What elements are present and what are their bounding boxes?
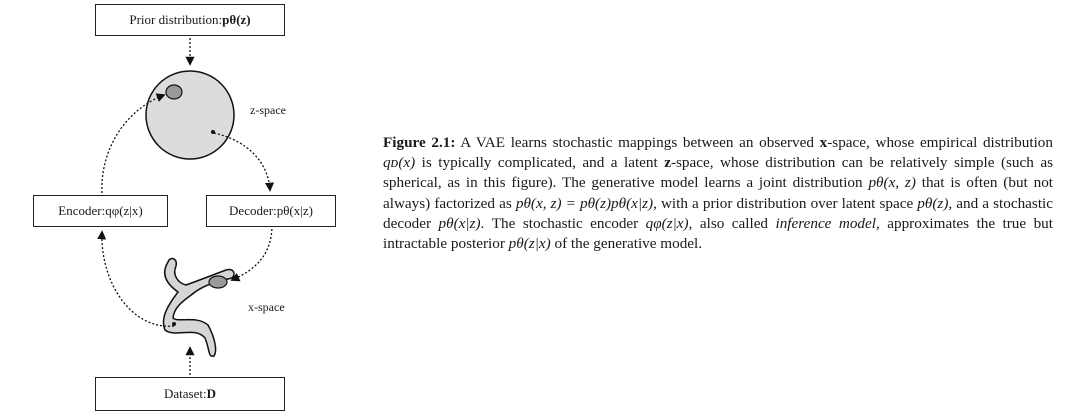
encoder-to-zspace-arrow bbox=[101, 93, 166, 194]
x-sample-point bbox=[172, 322, 176, 326]
caption-z-bold: z bbox=[664, 154, 671, 172]
caption-pzgx: pθ(z|x) bbox=[508, 235, 551, 253]
caption-s6: , with a prior distribution over latent … bbox=[653, 194, 918, 212]
caption-x-bold: x bbox=[819, 134, 828, 151]
x-likelihood-blob bbox=[208, 275, 228, 289]
figure-caption: Figure 2.1: A VAE learns stochastic mapp… bbox=[383, 133, 1053, 254]
decoder-box-math: pθ(x|z) bbox=[276, 203, 313, 218]
prior-distribution-box: Prior distribution: pθ(z) bbox=[95, 4, 285, 36]
decoder-to-xspace-arrow bbox=[230, 224, 273, 282]
caption-s3: is typically complicated, and a latent bbox=[415, 154, 665, 172]
caption-pz: pθ(z) bbox=[917, 194, 949, 212]
prior-box-label: Prior distribution: bbox=[129, 12, 223, 27]
prior-box-math: pθ(z) bbox=[222, 12, 251, 27]
caption-qzgx: qφ(z|x) bbox=[645, 214, 689, 232]
encoder-box: Encoder: qφ(z|x) bbox=[33, 195, 168, 227]
figure-label: Figure 2.1: bbox=[383, 134, 456, 151]
caption-s7: , and a stochastic decoder bbox=[383, 194, 1054, 232]
dataset-box-math: D bbox=[206, 386, 216, 401]
caption-inference-model: inference model bbox=[775, 214, 876, 232]
caption-s9: , also called bbox=[688, 214, 776, 232]
x-space-label: x-space bbox=[248, 300, 285, 314]
dataset-box-label: Dataset: bbox=[164, 386, 207, 401]
zspace-to-decoder-arrow bbox=[213, 132, 275, 192]
z-space-sphere bbox=[145, 70, 235, 160]
caption-qd: qᴅ(x) bbox=[383, 154, 416, 172]
caption-s4: -space, whose distribution can be relati… bbox=[383, 154, 1053, 192]
encoder-box-label: Encoder: bbox=[58, 203, 106, 218]
caption-factor: pθ(x, z) = pθ(z)pθ(x|z) bbox=[515, 194, 654, 212]
caption-s2: -space, whose empirical distribution bbox=[827, 134, 1053, 151]
caption-s1: A VAE learns stochastic mappings between… bbox=[455, 134, 820, 151]
z-space-label: z-space bbox=[250, 103, 286, 117]
diagram-arrows bbox=[97, 38, 275, 375]
caption-s5: that is often (but not always) factorize… bbox=[383, 174, 1054, 212]
decoder-box: Decoder: pθ(x|z) bbox=[206, 195, 336, 227]
decoder-box-label: Decoder: bbox=[229, 203, 277, 218]
xspace-to-encoder-arrow bbox=[97, 230, 175, 327]
caption-s11: of the generative model. bbox=[550, 235, 703, 253]
encoder-box-math: qφ(z|x) bbox=[105, 203, 143, 218]
caption-s8: . The stochastic encoder bbox=[480, 214, 646, 232]
z-posterior-blob bbox=[165, 84, 183, 100]
caption-s10: , approximates the true but intractable … bbox=[383, 214, 1053, 253]
caption-pxz: pθ(x, z) bbox=[868, 174, 916, 192]
caption-pxgz: pθ(x|z) bbox=[438, 214, 481, 232]
x-space-distribution bbox=[162, 257, 235, 358]
dataset-box: Dataset: D bbox=[95, 377, 285, 411]
vae-diagram: Prior distribution: pθ(z) Encoder: qφ(z|… bbox=[0, 0, 360, 420]
